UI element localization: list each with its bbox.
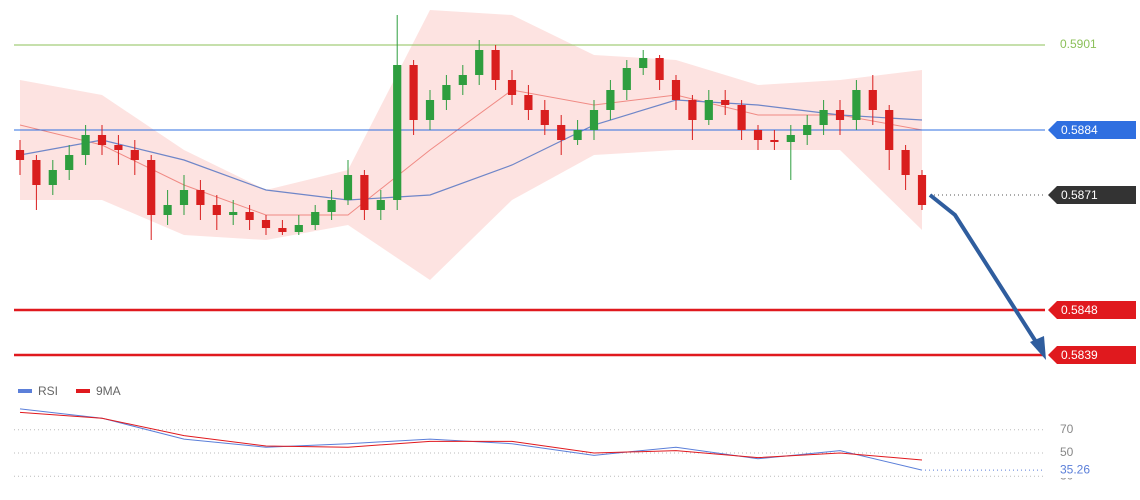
legend-swatch <box>18 389 32 393</box>
candle-body <box>179 190 189 205</box>
legend-swatch <box>76 389 90 393</box>
moving-average-fast <box>19 89 923 216</box>
candle-body <box>376 200 385 210</box>
level-label-box <box>1048 121 1136 139</box>
forecast-arrow <box>928 193 1040 347</box>
candle-body <box>639 58 648 68</box>
candle-body <box>327 200 336 212</box>
rsi-line <box>19 408 923 471</box>
candle-body <box>32 160 41 185</box>
level-label: 0.5871 <box>1061 188 1098 202</box>
candle-body <box>409 65 418 120</box>
moving-average-slow <box>19 99 923 201</box>
rsi-tick-label: 70 <box>1060 422 1074 436</box>
level-label: 0.5901 <box>1060 37 1097 51</box>
candle-body <box>606 90 615 110</box>
band-fill <box>512 15 594 200</box>
candle-body <box>65 155 74 170</box>
candle-body <box>393 65 402 200</box>
candle-body <box>622 68 631 90</box>
legend-label: 9MA <box>96 384 121 398</box>
rsi-last-label: 35.26 <box>1060 462 1090 476</box>
candle-body <box>261 220 271 228</box>
level-label: 0.5839 <box>1061 348 1098 362</box>
candle-body <box>868 90 877 110</box>
level-label-box <box>1048 186 1136 204</box>
candle-body <box>671 80 681 100</box>
candle-body <box>917 175 927 205</box>
candle-body <box>655 58 664 80</box>
rsi-line <box>19 411 923 461</box>
candle-body <box>721 100 730 105</box>
candle-body <box>360 175 369 210</box>
candle-body <box>48 170 57 185</box>
candle-body <box>343 175 353 200</box>
candle-body <box>786 135 795 142</box>
candle-body <box>196 190 205 205</box>
candle-body <box>229 212 238 215</box>
candle-body <box>540 110 549 125</box>
candle-body <box>704 100 713 120</box>
candle-body <box>97 135 107 145</box>
candle-body <box>130 150 139 160</box>
candle-body <box>294 225 303 232</box>
level-label: 0.5848 <box>1061 303 1098 317</box>
candle-body <box>557 125 566 140</box>
candle-body <box>245 212 254 220</box>
candle-body <box>147 160 156 215</box>
candle-body <box>507 80 517 95</box>
candle-body <box>753 130 763 140</box>
candle-body <box>835 110 845 120</box>
rsi-tick-label: 50 <box>1060 445 1074 459</box>
candle-body <box>212 205 221 215</box>
candle-body <box>901 150 910 175</box>
candle-body <box>770 140 779 142</box>
candle-body <box>589 110 599 130</box>
candle-body <box>114 145 123 150</box>
candle-body <box>425 100 435 120</box>
candle-body <box>442 85 451 100</box>
candle-body <box>491 50 500 80</box>
level-label-box <box>1048 346 1136 364</box>
candle-body <box>573 130 582 140</box>
candle-body <box>688 100 697 120</box>
band-fill <box>266 170 348 240</box>
candle-body <box>311 212 320 225</box>
legend-label: RSI <box>38 384 58 398</box>
candle-body <box>278 228 287 232</box>
level-label-box <box>1048 301 1136 319</box>
candle-body <box>81 135 90 155</box>
level-label: 0.5884 <box>1061 123 1098 137</box>
candle-body <box>475 50 484 75</box>
candle-body <box>803 125 812 135</box>
rsi-last-bg <box>1055 462 1105 479</box>
candle-body <box>852 90 861 120</box>
candle-body <box>15 150 25 160</box>
candle-body <box>885 110 894 150</box>
candle-body <box>524 95 533 110</box>
forecast-arrowhead <box>1030 336 1046 360</box>
band-fill <box>348 10 430 280</box>
plot-layer: 0.59010.58840.58710.58480.5839705030RSI9… <box>14 10 1136 482</box>
candle-body <box>163 205 172 215</box>
candle-body <box>458 75 467 85</box>
candle-body <box>737 105 746 130</box>
candle-body <box>819 110 828 125</box>
